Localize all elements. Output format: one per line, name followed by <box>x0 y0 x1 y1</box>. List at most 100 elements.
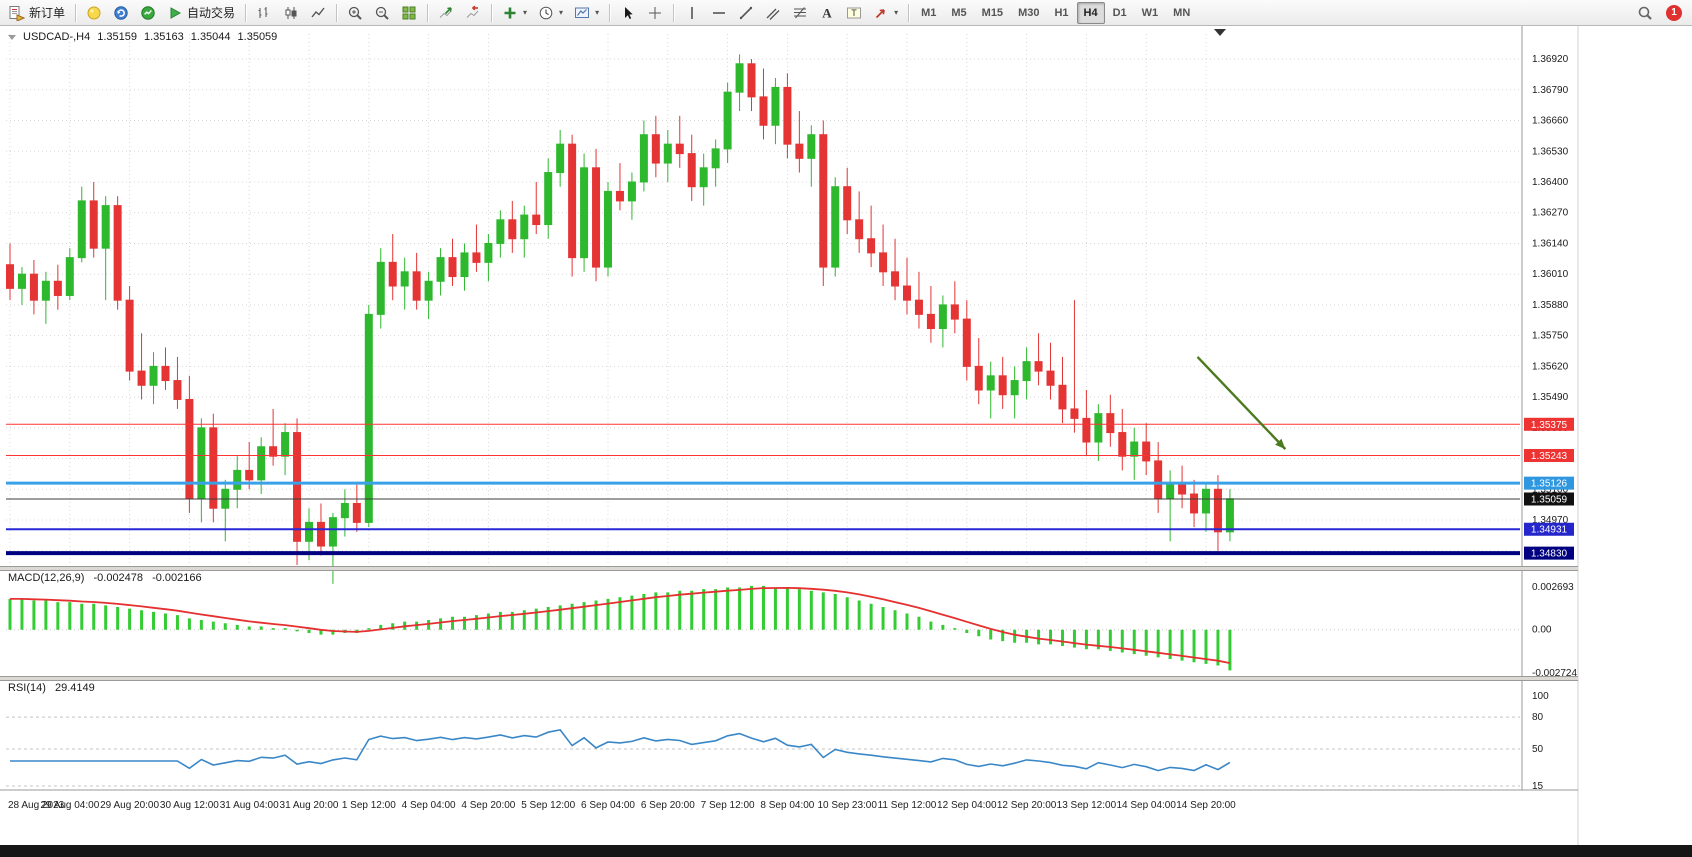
rsi-line <box>10 729 1231 772</box>
chart-canvas[interactable]: 1.36920 1.36790 1.36660 1.36530 1.36400 1.362… <box>0 26 1692 845</box>
candle <box>1118 408 1127 471</box>
bar-chart-mode-button[interactable] <box>251 0 277 26</box>
candle-body <box>903 285 911 301</box>
candle <box>1166 470 1175 542</box>
candle-body <box>1070 408 1079 419</box>
indicators-button[interactable]: ▾ <box>497 0 532 26</box>
channel-icon <box>765 5 781 21</box>
horizontal-line-button[interactable] <box>706 0 732 26</box>
auto-scroll-button[interactable] <box>433 0 459 26</box>
cursor-icon <box>620 5 636 21</box>
candle-body <box>879 252 888 273</box>
timeframe-M1[interactable]: M1 <box>921 6 937 19</box>
crosshair-button[interactable] <box>642 0 668 26</box>
price-badge-label: 1.34830 <box>1531 549 1568 560</box>
new-order-icon <box>9 5 25 21</box>
zoom-out-button[interactable] <box>369 0 395 26</box>
search-button[interactable] <box>1632 0 1658 26</box>
candle <box>281 423 290 476</box>
time-axis-label: 11 Sep 12:00 <box>878 800 937 811</box>
candle-body <box>986 375 995 391</box>
timeframe-M15[interactable]: M15 <box>981 6 1004 19</box>
auto-trading-button[interactable]: 自动交易 <box>162 0 240 26</box>
timeframe-H4[interactable]: H4 <box>1076 1 1105 24</box>
candle-body <box>400 271 409 287</box>
candle <box>771 77 780 145</box>
macd-main-value: -0.002478 <box>93 572 144 584</box>
toolbar-separator <box>908 3 910 22</box>
objects-layer <box>6 356 1520 556</box>
candle <box>173 356 182 409</box>
line-chart-mode-button[interactable] <box>305 0 331 26</box>
cursor-button[interactable] <box>615 0 641 26</box>
chevron-down-icon: ▾ <box>894 8 899 17</box>
timeframe-M5[interactable]: M5 <box>951 6 967 19</box>
ideas-button[interactable] <box>81 0 107 26</box>
candle-body <box>938 304 947 330</box>
candle-body <box>843 186 852 221</box>
arrows-button[interactable]: ▾ <box>868 0 903 26</box>
text-button[interactable]: A <box>814 0 840 26</box>
candle <box>496 210 505 258</box>
candle-body <box>89 200 98 249</box>
price-axis-label: 1.35490 <box>1532 392 1569 403</box>
periods-button[interactable]: ▾ <box>533 0 568 26</box>
channel-button[interactable] <box>760 0 786 26</box>
text-label-button[interactable]: T <box>841 0 867 26</box>
trendline-button[interactable] <box>733 0 759 26</box>
candle <box>998 356 1007 409</box>
notification-badge[interactable]: 1 <box>1666 4 1682 21</box>
toolbar-right: 1 <box>1632 0 1688 26</box>
rsi-title: RSI(14) <box>8 682 46 694</box>
community-button[interactable] <box>108 0 134 26</box>
time-axis-label: 1 Sep 12:00 <box>342 800 396 811</box>
auto-scroll-icon <box>438 5 454 21</box>
panel-splitter[interactable] <box>0 676 1578 681</box>
market-button[interactable] <box>135 0 161 26</box>
candle <box>938 295 947 348</box>
time-axis-label: 8 Sep 04:00 <box>760 800 814 811</box>
zoom-in-button[interactable] <box>342 0 368 26</box>
timeframe-MN[interactable]: MN <box>1173 6 1191 19</box>
tile-windows-button[interactable] <box>396 0 422 26</box>
candle <box>221 479 230 542</box>
vertical-line-button[interactable] <box>679 0 705 26</box>
candle <box>89 181 98 258</box>
panel-splitter[interactable] <box>0 566 1578 571</box>
candle <box>185 375 194 513</box>
candle-body <box>41 280 50 301</box>
new-order-button[interactable]: 新订单 <box>4 0 70 26</box>
candle <box>1130 427 1139 480</box>
new-order-button-label: 新订单 <box>29 6 66 20</box>
candle-body <box>1142 441 1151 462</box>
indicators-icon <box>502 5 518 21</box>
crosshair-icon <box>647 5 663 21</box>
chart-shift-marker-icon[interactable] <box>1214 29 1226 36</box>
candle-body <box>101 205 110 249</box>
candle-body <box>1190 493 1199 514</box>
collapse-triangle-icon[interactable] <box>8 34 16 40</box>
templates-button[interactable]: ▾ <box>569 0 604 26</box>
candlestick-mode-button[interactable] <box>278 0 304 26</box>
candle-body <box>293 432 302 542</box>
candle-body <box>340 502 349 519</box>
fibonacci-button[interactable] <box>787 0 813 26</box>
timeframe-W1[interactable]: W1 <box>1141 6 1159 19</box>
price-badge <box>1524 417 1574 431</box>
timeframe-D1[interactable]: D1 <box>1112 6 1127 19</box>
candle <box>65 248 74 301</box>
chart-shift-button[interactable] <box>460 0 486 26</box>
price-badge <box>1524 492 1574 506</box>
timeframe-H1[interactable]: H1 <box>1054 6 1069 19</box>
candle-body <box>807 134 816 159</box>
candle <box>472 224 481 272</box>
candle-body <box>520 214 529 240</box>
timeframe-M30[interactable]: M30 <box>1018 6 1040 19</box>
zoom-in-icon <box>347 5 363 21</box>
candle <box>974 338 983 405</box>
time-axis-label: 5 Sep 12:00 <box>521 800 575 811</box>
chart-shift-icon <box>465 5 481 21</box>
toolbar-separator <box>245 3 247 22</box>
chart-window[interactable]: 1.36920 1.36790 1.36660 1.36530 1.36400 1.362… <box>0 26 1692 845</box>
arrow-object[interactable] <box>1196 356 1287 450</box>
